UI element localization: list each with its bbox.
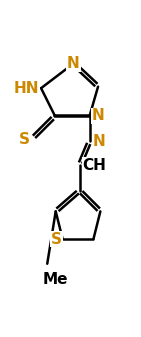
Text: CH: CH [83,158,107,173]
Text: Me: Me [43,272,68,287]
Text: HN: HN [14,81,39,96]
Text: N: N [67,56,80,71]
Text: N: N [93,134,105,149]
Text: N: N [92,109,105,123]
Text: S: S [51,232,62,247]
Text: S: S [19,131,30,147]
